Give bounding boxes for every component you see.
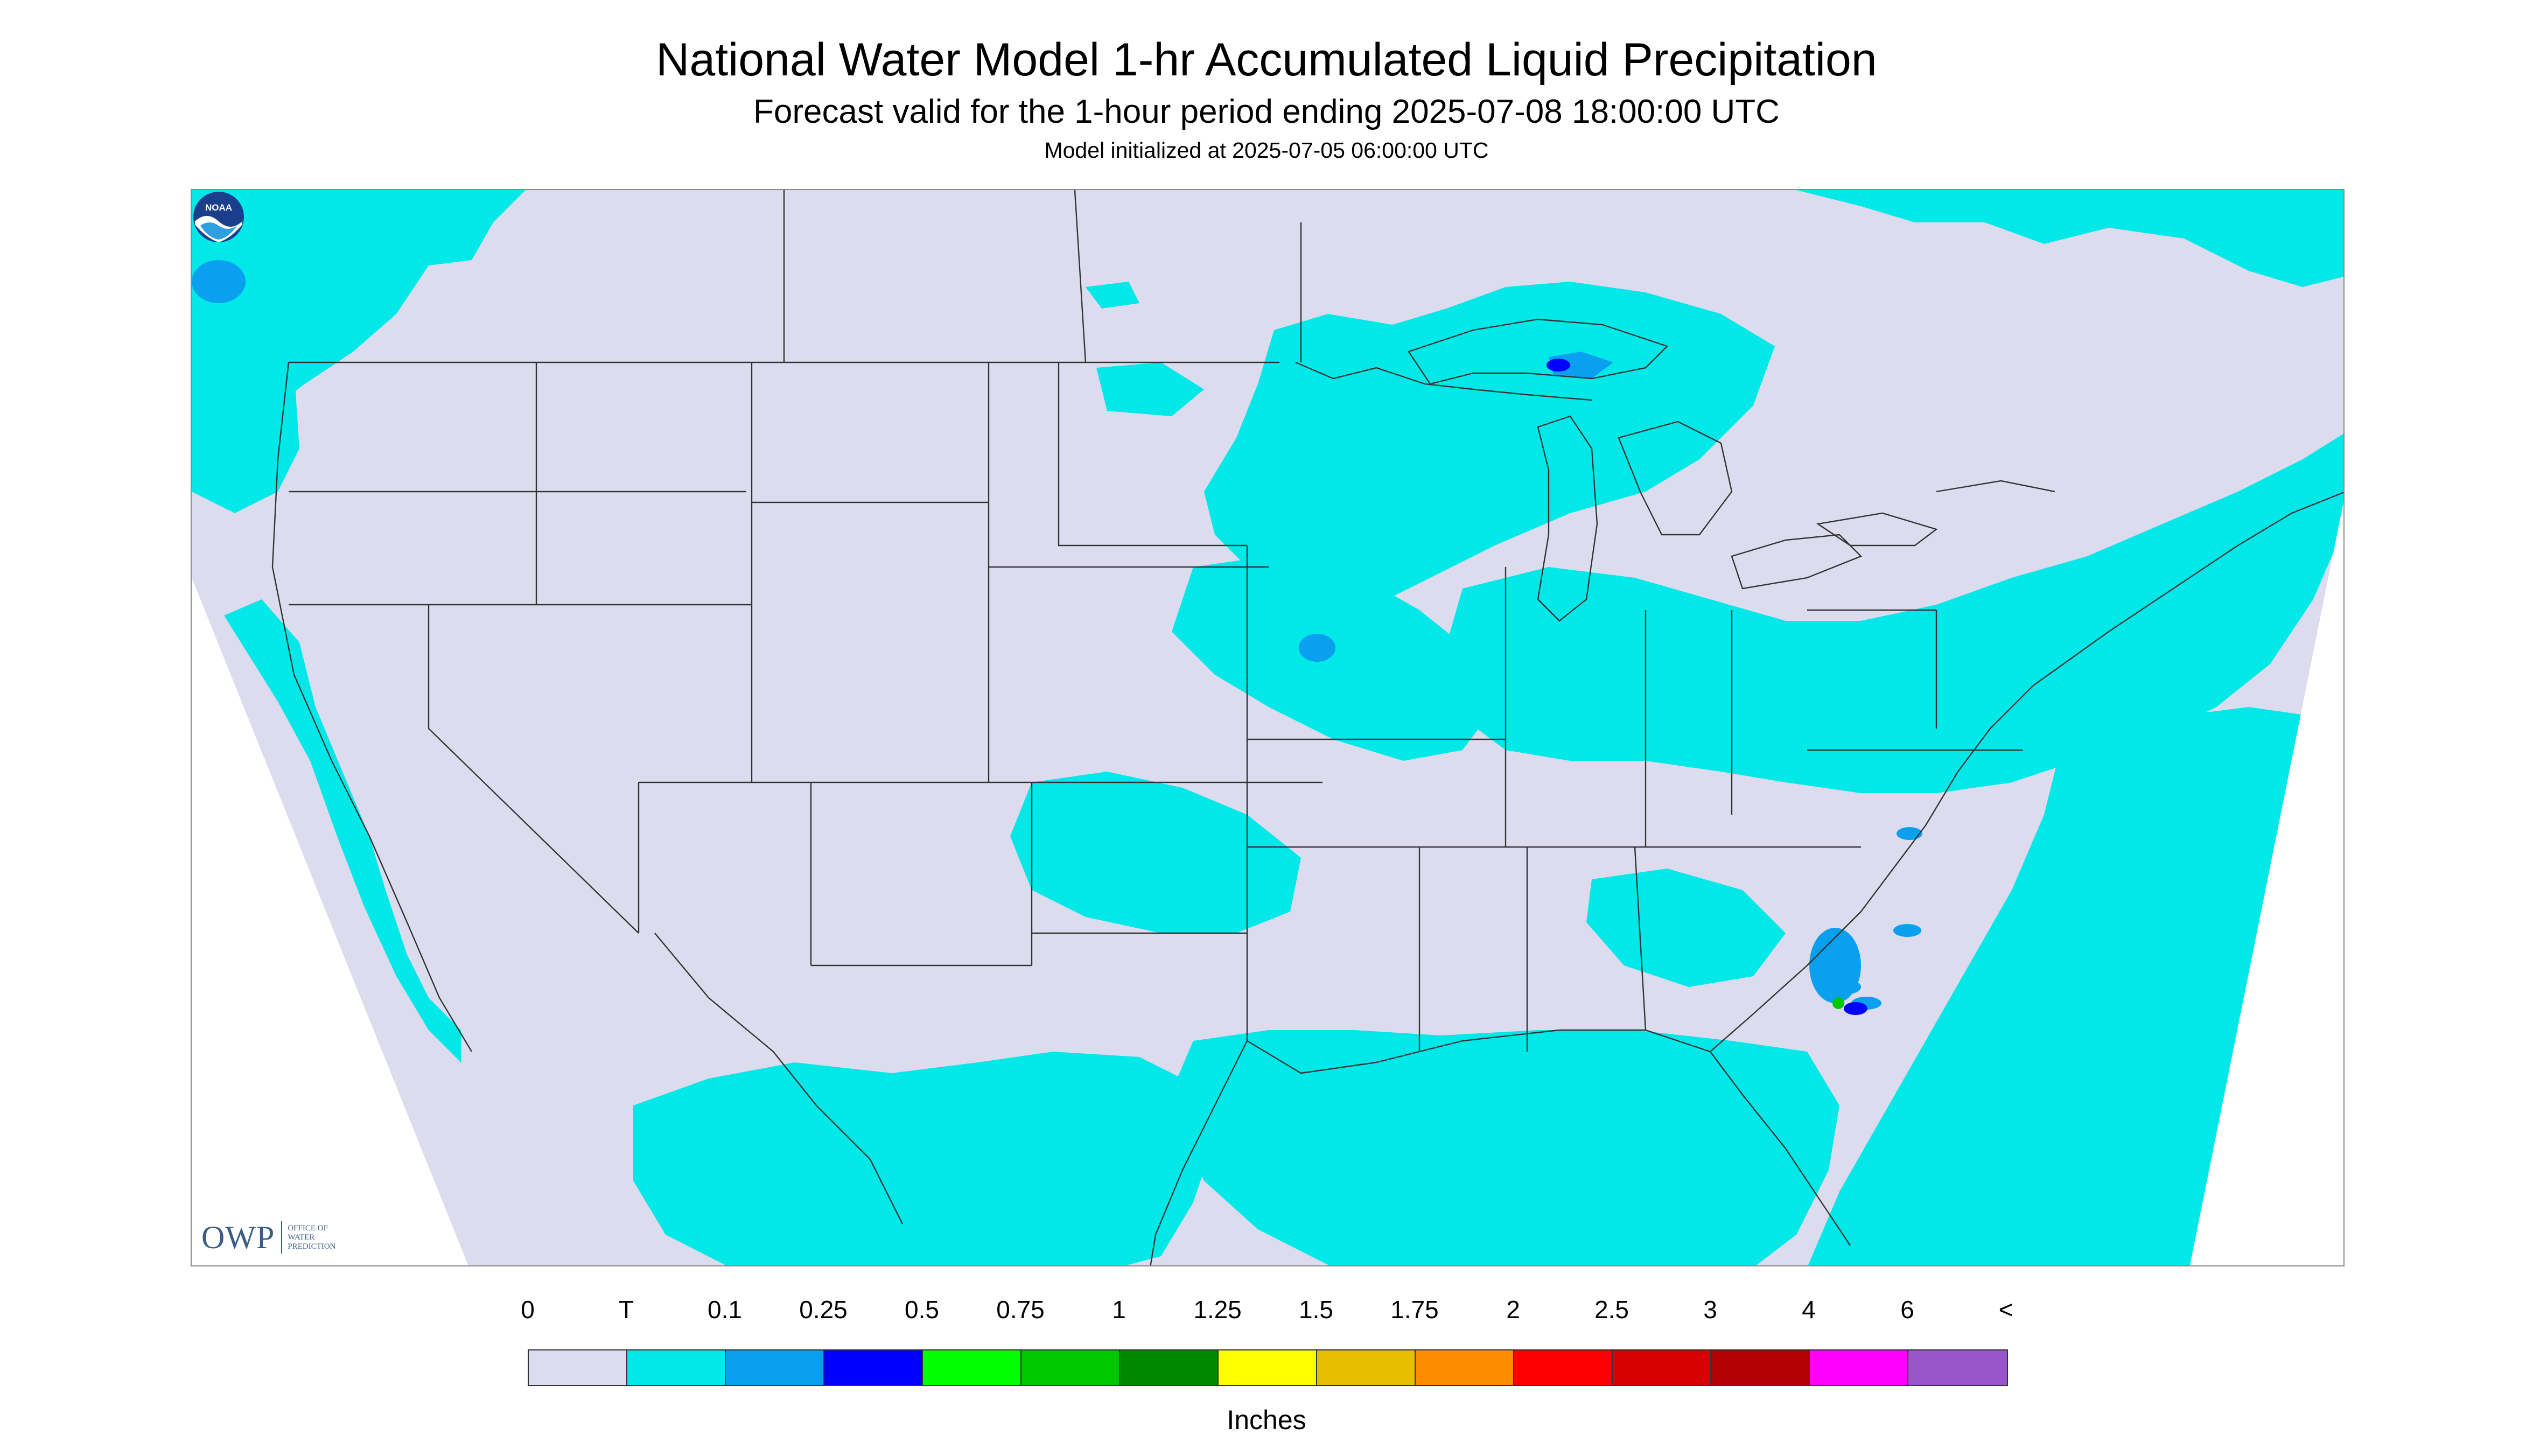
legend-label: 4: [1802, 1296, 1816, 1324]
legend-colorbar: [528, 1349, 2008, 1386]
map-domain: [192, 190, 2343, 1265]
owp-logo-mark: OWP: [201, 1219, 275, 1255]
legend-label: 1: [1112, 1296, 1126, 1324]
legend-label: 2.5: [1594, 1296, 1629, 1324]
legend-label: 0.25: [799, 1296, 848, 1324]
legend-units: Inches: [1227, 1405, 1306, 1435]
legend-label: 0.75: [996, 1296, 1045, 1324]
map-subtitle: Forecast valid for the 1-hour period end…: [753, 93, 1780, 130]
owp-logo-divider: [281, 1221, 283, 1254]
legend-swatch: [1810, 1350, 1908, 1385]
legend-swatch: [1219, 1350, 1317, 1385]
legend-label: 1.25: [1193, 1296, 1242, 1324]
legend-swatch: [1317, 1350, 1416, 1385]
owp-logo-subtext: OFFICE OF WATER PREDICTION: [288, 1223, 336, 1251]
legend-swatch: [726, 1350, 824, 1385]
legend-label: 3: [1703, 1296, 1717, 1324]
legend-swatch: [1908, 1350, 2007, 1385]
outside-domain: [192, 578, 468, 1265]
legend-swatch: [529, 1350, 627, 1385]
legend-swatch: [1613, 1350, 1711, 1385]
legend-swatch: [627, 1350, 726, 1385]
map-canvas: [192, 190, 2343, 1265]
legend-label: 6: [1900, 1296, 1914, 1324]
state-borders: [271, 190, 2343, 1265]
legend-swatch: [1514, 1350, 1613, 1385]
model-init-text: Model initialized at 2025-07-05 06:00:00…: [1044, 138, 1489, 163]
legend-label: 1.5: [1299, 1296, 1333, 1324]
legend-label: 1.75: [1390, 1296, 1439, 1324]
legend-label: <: [1998, 1296, 2013, 1324]
precipitation-map: OWP OFFICE OF WATER PREDICTION NOAA: [191, 189, 2345, 1266]
map-title: National Water Model 1-hr Accumulated Li…: [656, 34, 1877, 86]
legend-swatch: [1416, 1350, 1514, 1385]
legend-labels: 0 T 0.1 0.25 0.5 0.75 1 1.25 1.5 1.75 2 2.5 3 4 6 <: [521, 1295, 2014, 1333]
precip-heavy-layer: [192, 260, 1922, 1015]
legend-swatch: [1711, 1350, 1810, 1385]
legend-label: 0.5: [905, 1296, 939, 1324]
legend-swatch: [824, 1350, 923, 1385]
precip-layer: [192, 190, 2343, 1265]
legend-swatch: [1021, 1350, 1120, 1385]
noaa-logo-text: NOAA: [205, 202, 232, 213]
noaa-logo: NOAA: [193, 192, 244, 242]
legend-label: 0: [521, 1296, 535, 1324]
owp-logo: OWP OFFICE OF WATER PREDICTION: [201, 1219, 336, 1256]
legend-swatch: [923, 1350, 1021, 1385]
legend-swatch: [1120, 1350, 1219, 1385]
legend-label: 2: [1506, 1296, 1520, 1324]
legend-label: T: [618, 1296, 634, 1324]
legend-label: 0.1: [708, 1296, 742, 1324]
